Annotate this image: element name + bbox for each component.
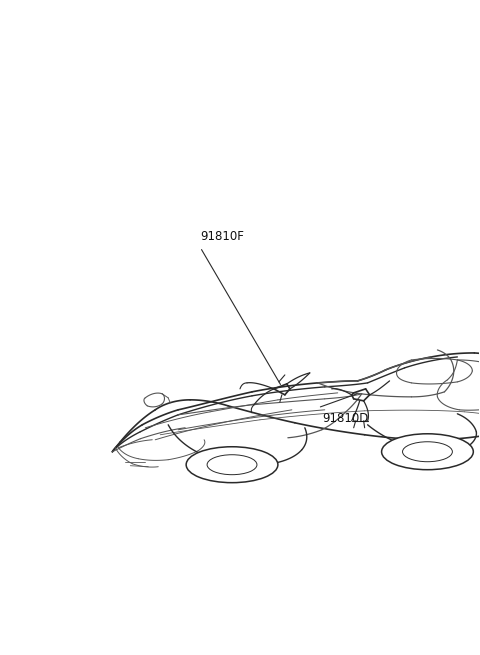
Text: 91810F: 91810F <box>200 230 244 243</box>
Ellipse shape <box>382 434 473 470</box>
Ellipse shape <box>186 447 278 483</box>
Ellipse shape <box>207 455 257 475</box>
Ellipse shape <box>403 441 452 462</box>
Text: 91810D: 91810D <box>322 412 368 425</box>
